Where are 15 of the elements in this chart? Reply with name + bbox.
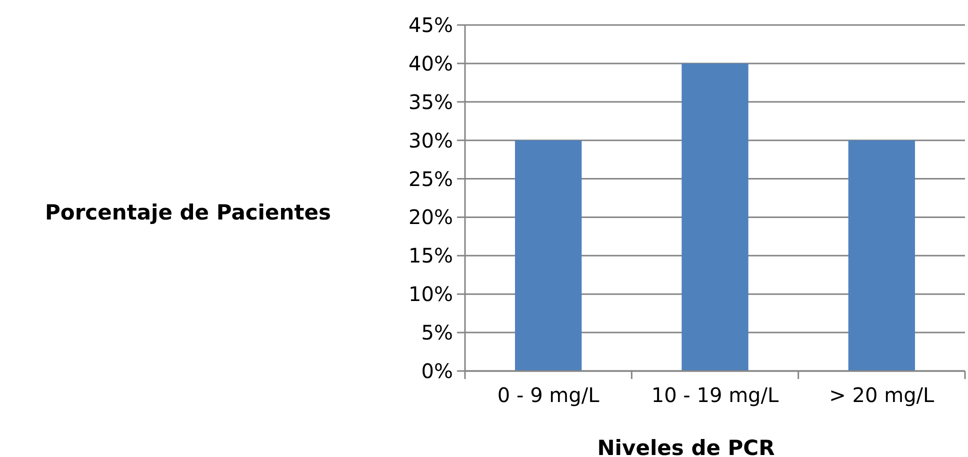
y-axis-title: Porcentaje de Pacientes bbox=[45, 200, 331, 224]
x-tick-label: > 20 mg/L bbox=[829, 383, 936, 407]
y-tick-label: 35% bbox=[408, 90, 453, 114]
y-tick-label: 10% bbox=[408, 282, 453, 306]
y-tick-label: 25% bbox=[408, 166, 453, 191]
x-tick-label: 10 - 19 mg/L bbox=[651, 383, 780, 407]
y-tick-label: 20% bbox=[408, 205, 453, 230]
y-tick-label: 40% bbox=[408, 51, 453, 76]
x-tick-label: 0 - 9 mg/L bbox=[497, 383, 600, 407]
y-tick-label: 5% bbox=[421, 320, 453, 345]
x-axis-title: Niveles de PCR bbox=[597, 436, 775, 457]
y-tick-label: 45% bbox=[408, 13, 453, 37]
y-tick-label: 15% bbox=[408, 244, 453, 268]
y-tick-label: 30% bbox=[408, 128, 453, 152]
y-tick-label: 0% bbox=[421, 359, 453, 383]
